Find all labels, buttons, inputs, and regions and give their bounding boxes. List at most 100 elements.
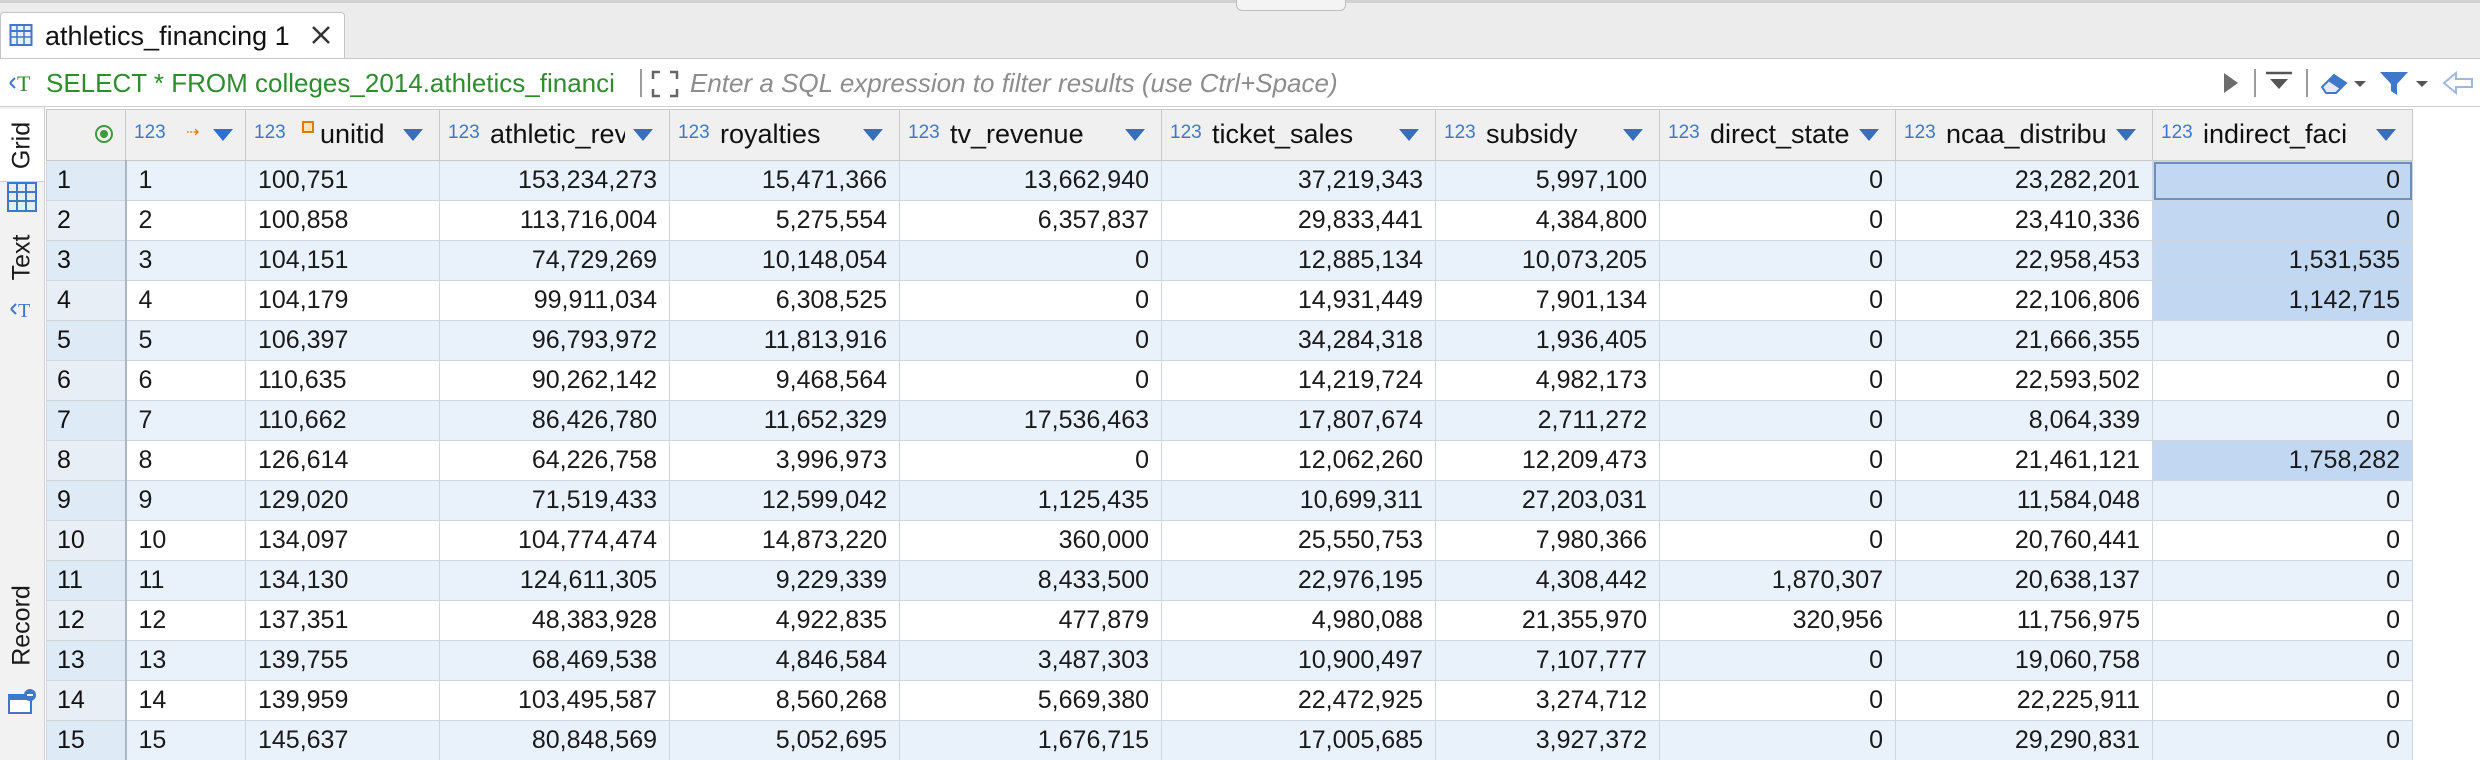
table-cell[interactable]: 12,062,260 bbox=[1161, 440, 1436, 481]
sort-dropdown-icon[interactable] bbox=[2376, 129, 2396, 141]
table-cell[interactable]: 23,282,201 bbox=[1895, 160, 2153, 201]
row-number-cell[interactable]: 8 bbox=[46, 440, 127, 481]
table-cell[interactable]: 124,611,305 bbox=[439, 560, 670, 601]
table-row[interactable]: 15 15 145,637 80,848,569 5,052,695 1,676,715 1… bbox=[46, 720, 2413, 760]
sort-dropdown-icon[interactable] bbox=[403, 129, 423, 141]
table-cell[interactable]: 0 bbox=[1659, 320, 1896, 361]
table-cell[interactable]: 0 bbox=[2152, 640, 2413, 681]
table-cell[interactable]: 1,125,435 bbox=[899, 480, 1162, 521]
table-cell[interactable]: 0 bbox=[1659, 160, 1896, 201]
table-cell[interactable]: 14 bbox=[125, 680, 246, 721]
table-row[interactable]: 2 2 100,858 113,716,004 5,275,554 6,357,837 29… bbox=[46, 200, 2413, 241]
table-cell[interactable]: 13 bbox=[125, 640, 246, 681]
table-cell[interactable]: 5,669,380 bbox=[899, 680, 1162, 721]
table-row[interactable]: 10 10 134,097 104,774,474 14,873,220 360,000 2… bbox=[46, 520, 2413, 561]
table-cell[interactable]: 90,262,142 bbox=[439, 360, 670, 401]
table-cell[interactable]: 7,107,777 bbox=[1435, 640, 1660, 681]
record-icon[interactable] bbox=[6, 687, 38, 717]
table-cell[interactable]: 5,052,695 bbox=[669, 720, 900, 760]
row-number-cell[interactable]: 3 bbox=[46, 240, 127, 281]
row-number-cell[interactable]: 15 bbox=[46, 720, 127, 760]
table-cell[interactable]: 7 bbox=[125, 400, 246, 441]
table-row[interactable]: 1 1 100,751 153,234,273 15,471,366 13,662,940… bbox=[46, 160, 2413, 201]
table-cell[interactable]: 29,290,831 bbox=[1895, 720, 2153, 760]
table-cell[interactable]: 4,384,800 bbox=[1435, 200, 1660, 241]
table-cell[interactable]: 3 bbox=[125, 240, 246, 281]
table-cell[interactable]: 19,060,758 bbox=[1895, 640, 2153, 681]
table-cell[interactable]: 4,846,584 bbox=[669, 640, 900, 681]
table-cell[interactable]: 1 bbox=[125, 160, 246, 201]
table-cell[interactable]: 0 bbox=[899, 280, 1162, 321]
table-cell[interactable]: 4 bbox=[125, 280, 246, 321]
table-cell[interactable]: 21,666,355 bbox=[1895, 320, 2153, 361]
text-icon[interactable]: T bbox=[8, 295, 36, 323]
play-icon[interactable] bbox=[2218, 67, 2242, 99]
table-cell[interactable]: 3,274,712 bbox=[1435, 680, 1660, 721]
expand-icon[interactable] bbox=[650, 69, 680, 99]
row-number-cell[interactable]: 10 bbox=[46, 520, 127, 561]
table-cell[interactable]: 2 bbox=[125, 200, 246, 241]
table-cell[interactable]: 103,495,587 bbox=[439, 680, 670, 721]
table-cell[interactable]: 0 bbox=[2152, 480, 2413, 521]
table-row[interactable]: 12 12 137,351 48,383,928 4,922,835 477,879 4,9… bbox=[46, 600, 2413, 641]
table-cell[interactable]: 68,469,538 bbox=[439, 640, 670, 681]
table-cell[interactable]: 1,936,405 bbox=[1435, 320, 1660, 361]
funnel-icon[interactable] bbox=[2376, 67, 2432, 99]
table-cell[interactable]: 12,209,473 bbox=[1435, 440, 1660, 481]
table-cell[interactable]: 139,755 bbox=[245, 640, 440, 681]
table-cell[interactable]: 6 bbox=[125, 360, 246, 401]
table-cell[interactable]: 2,711,272 bbox=[1435, 400, 1660, 441]
table-cell[interactable]: 6,308,525 bbox=[669, 280, 900, 321]
table-cell[interactable]: 4,308,442 bbox=[1435, 560, 1660, 601]
table-cell[interactable]: 5,997,100 bbox=[1435, 160, 1660, 201]
table-row[interactable]: 13 13 139,755 68,469,538 4,846,584 3,487,303 1… bbox=[46, 640, 2413, 681]
table-cell[interactable]: 360,000 bbox=[899, 520, 1162, 561]
table-cell[interactable]: 100,858 bbox=[245, 200, 440, 241]
tab-record[interactable]: Record bbox=[0, 567, 44, 683]
table-cell[interactable]: 86,426,780 bbox=[439, 400, 670, 441]
column-header-athletic-revenues[interactable]: 123 athletic_revenues bbox=[439, 109, 670, 161]
table-cell[interactable]: 320,956 bbox=[1659, 600, 1896, 641]
table-cell[interactable]: 0 bbox=[899, 360, 1162, 401]
table-cell[interactable]: 110,635 bbox=[245, 360, 440, 401]
table-cell[interactable]: 0 bbox=[1659, 400, 1896, 441]
table-cell[interactable]: 10,148,054 bbox=[669, 240, 900, 281]
table-cell[interactable]: 22,958,453 bbox=[1895, 240, 2153, 281]
table-cell[interactable]: 99,911,034 bbox=[439, 280, 670, 321]
row-number-cell[interactable]: 14 bbox=[46, 680, 127, 721]
table-cell[interactable]: 10 bbox=[125, 520, 246, 561]
table-cell[interactable]: 477,879 bbox=[899, 600, 1162, 641]
table-cell[interactable]: 153,234,273 bbox=[439, 160, 670, 201]
table-cell[interactable]: 12 bbox=[125, 600, 246, 641]
row-number-cell[interactable]: 12 bbox=[46, 600, 127, 641]
table-cell[interactable]: 8,064,339 bbox=[1895, 400, 2153, 441]
sort-dropdown-icon[interactable] bbox=[1399, 129, 1419, 141]
column-header-row-number[interactable]: 123 ⇢ bbox=[125, 109, 246, 161]
table-cell[interactable]: 0 bbox=[1659, 480, 1896, 521]
table-cell[interactable]: 25,550,753 bbox=[1161, 520, 1436, 561]
table-cell[interactable]: 22,225,911 bbox=[1895, 680, 2153, 721]
table-cell[interactable]: 4,980,088 bbox=[1161, 600, 1436, 641]
table-cell[interactable]: 110,662 bbox=[245, 400, 440, 441]
tab-athletics-financing[interactable]: athletics_financing 1 bbox=[0, 12, 345, 58]
table-cell[interactable]: 12,599,042 bbox=[669, 480, 900, 521]
row-number-cell[interactable]: 5 bbox=[46, 320, 127, 361]
table-cell[interactable]: 0 bbox=[1659, 240, 1896, 281]
row-number-cell[interactable]: 6 bbox=[46, 360, 127, 401]
table-cell[interactable]: 10,699,311 bbox=[1161, 480, 1436, 521]
table-cell[interactable]: 0 bbox=[1659, 640, 1896, 681]
table-cell[interactable]: 0 bbox=[2152, 520, 2413, 561]
tab-grid[interactable]: Grid bbox=[0, 109, 44, 182]
table-cell[interactable]: 0 bbox=[2152, 160, 2413, 201]
table-row[interactable]: 11 11 134,130 124,611,305 9,229,339 8,433,500… bbox=[46, 560, 2413, 601]
table-cell[interactable]: 7,901,134 bbox=[1435, 280, 1660, 321]
table-cell[interactable]: 15,471,366 bbox=[669, 160, 900, 201]
table-cell[interactable]: 96,793,972 bbox=[439, 320, 670, 361]
table-cell[interactable]: 20,760,441 bbox=[1895, 520, 2153, 561]
table-cell[interactable]: 0 bbox=[899, 320, 1162, 361]
table-cell[interactable]: 0 bbox=[2152, 720, 2413, 760]
table-cell[interactable]: 64,226,758 bbox=[439, 440, 670, 481]
table-cell[interactable]: 126,614 bbox=[245, 440, 440, 481]
row-number-cell[interactable]: 2 bbox=[46, 200, 127, 241]
row-number-cell[interactable]: 11 bbox=[46, 560, 127, 601]
